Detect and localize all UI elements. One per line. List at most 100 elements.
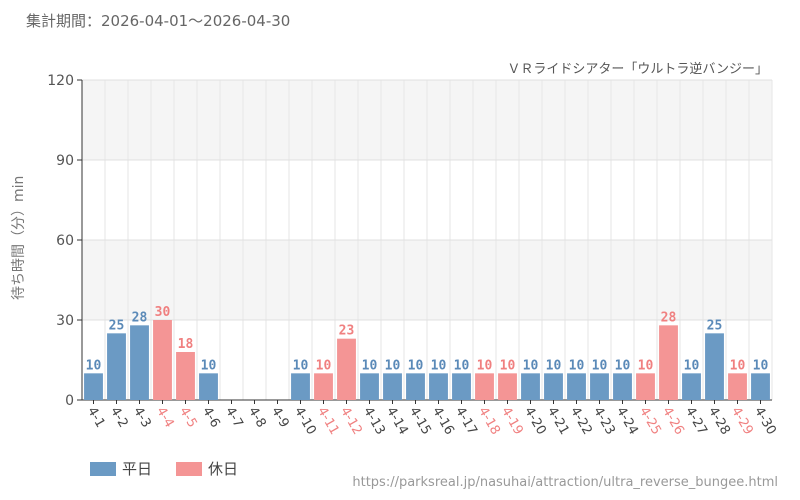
bar-4-14[interactable] [383, 373, 402, 400]
x-tick-label-4-25: 4-25 [636, 405, 664, 438]
grid-lines [81, 79, 773, 401]
data-label-4-26: 28 [661, 310, 677, 325]
bar-4-23[interactable] [590, 373, 609, 400]
data-label-4-22: 10 [569, 358, 585, 373]
x-tick-label-4-2: 4-2 [107, 405, 131, 431]
data-label-4-28: 25 [707, 318, 723, 333]
x-tick-label-4-15: 4-15 [406, 405, 434, 438]
data-label-4-10: 10 [293, 358, 309, 373]
x-tick-label-4-18: 4-18 [475, 405, 503, 438]
data-label-4-5: 18 [178, 337, 194, 352]
y-tick-label: 90 [56, 153, 74, 169]
x-tick-label-4-19: 4-19 [498, 405, 526, 438]
bar-chart: 10 25 28 30 18 10 10 10 23 10 10 10 10 10 10 10 10 10 10 10… [47, 73, 779, 438]
data-label-4-20: 10 [523, 358, 539, 373]
x-tick-label-4-12: 4-12 [337, 405, 365, 438]
bar-4-4[interactable] [153, 320, 172, 400]
data-label-4-11: 10 [316, 358, 332, 373]
data-label-4-23: 10 [592, 358, 608, 373]
data-label-4-29: 10 [730, 358, 746, 373]
data-label-4-30: 10 [753, 358, 769, 373]
bar-4-1[interactable] [84, 373, 103, 400]
bar-4-15[interactable] [406, 373, 425, 400]
data-label-4-13: 10 [362, 358, 378, 373]
bar-4-27[interactable] [682, 373, 701, 400]
data-label-4-16: 10 [431, 358, 447, 373]
bars [84, 320, 770, 400]
x-tick-label-4-6: 4-6 [199, 405, 223, 431]
bar-4-29[interactable] [728, 373, 747, 400]
data-label-4-2: 25 [109, 318, 125, 333]
bar-4-13[interactable] [360, 373, 379, 400]
data-label-4-18: 10 [477, 358, 493, 373]
x-tick-label-4-27: 4-27 [682, 405, 710, 438]
x-tick-label-4-5: 4-5 [176, 405, 200, 431]
bar-4-17[interactable] [452, 373, 471, 400]
bar-4-28[interactable] [705, 333, 724, 400]
collection-period: 集計期間：2026-04-01～2026-04-30 [26, 12, 291, 30]
data-label-4-24: 10 [615, 358, 631, 373]
y-tick-label: 60 [56, 233, 74, 249]
data-label-4-15: 10 [408, 358, 424, 373]
x-tick-label-4-20: 4-20 [521, 405, 549, 438]
y-tick-label: 30 [56, 313, 74, 329]
legend-item-holiday[interactable]: 休日 [176, 458, 238, 479]
bar-4-3[interactable] [130, 325, 149, 400]
y-tick-label: 0 [65, 393, 74, 409]
data-label-4-27: 10 [684, 358, 700, 373]
data-label-4-12: 23 [339, 324, 355, 339]
x-tick-label-4-23: 4-23 [590, 405, 618, 438]
y-ticks: 0 30 60 90 120 [47, 73, 82, 409]
data-label-4-4: 30 [155, 305, 171, 320]
data-label-4-14: 10 [385, 358, 401, 373]
x-tick-label-4-26: 4-26 [659, 405, 687, 438]
x-tick-label-4-28: 4-28 [705, 405, 733, 438]
data-label-4-19: 10 [500, 358, 516, 373]
y-tick-label: 120 [47, 73, 74, 89]
bar-4-18[interactable] [475, 373, 494, 400]
x-tick-label-4-8: 4-8 [245, 405, 269, 431]
x-tick-label-4-13: 4-13 [360, 405, 388, 438]
data-label-4-3: 28 [132, 310, 148, 325]
x-tick-label-4-7: 4-7 [222, 405, 246, 431]
x-tick-label-4-24: 4-24 [613, 405, 641, 438]
bar-4-21[interactable] [544, 373, 563, 400]
x-tick-label-4-3: 4-3 [130, 405, 154, 431]
legend-item-weekday[interactable]: 平日 [90, 458, 152, 479]
bar-4-11[interactable] [314, 373, 333, 400]
x-tick-label-4-17: 4-17 [452, 405, 480, 438]
x-tick-label-4-29: 4-29 [728, 405, 756, 438]
legend-label-holiday: 休日 [208, 460, 239, 478]
legend-swatch-weekday [90, 461, 116, 476]
bar-4-6[interactable] [199, 373, 218, 400]
x-ticks: 4-1 4-2 4-3 4-4 4-5 4-6 4-7 4-8 4-9 4-104-114-124… [84, 400, 779, 438]
bar-4-10[interactable] [291, 373, 310, 400]
data-label-4-21: 10 [546, 358, 562, 373]
data-label-4-25: 10 [638, 358, 654, 373]
legend-swatch-holiday [176, 461, 203, 476]
x-tick-label-4-14: 4-14 [383, 405, 411, 438]
bar-4-24[interactable] [613, 373, 632, 400]
bar-4-5[interactable] [176, 352, 195, 400]
bar-4-22[interactable] [567, 373, 586, 400]
chart-title: ＶＲライドシアター「ウルトラ逆バンジー」 [507, 62, 768, 77]
data-labels: 10 25 28 30 18 10 10 10 23 10 10 10 10 10 10 10 10 10 10 10… [86, 305, 769, 373]
data-label-4-6: 10 [201, 358, 217, 373]
bar-4-25[interactable] [636, 373, 655, 400]
x-tick-label-4-10: 4-10 [291, 405, 319, 438]
source-url[interactable]: https://parksreal.jp/nasuhai/attraction/… [352, 475, 778, 490]
x-tick-label-4-1: 4-1 [84, 405, 108, 431]
data-label-4-17: 10 [454, 358, 470, 373]
x-tick-label-4-21: 4-21 [544, 405, 572, 438]
x-tick-label-4-30: 4-30 [751, 405, 779, 438]
bar-4-26[interactable] [659, 325, 678, 400]
x-tick-label-4-11: 4-11 [314, 405, 342, 438]
bar-4-2[interactable] [107, 333, 126, 400]
bar-4-12[interactable] [337, 338, 356, 400]
bar-4-30[interactable] [751, 373, 770, 400]
bar-4-19[interactable] [498, 373, 517, 400]
data-label-4-1: 10 [86, 358, 102, 373]
bar-4-16[interactable] [429, 373, 448, 400]
x-tick-label-4-4: 4-4 [153, 405, 177, 431]
bar-4-20[interactable] [521, 373, 540, 400]
